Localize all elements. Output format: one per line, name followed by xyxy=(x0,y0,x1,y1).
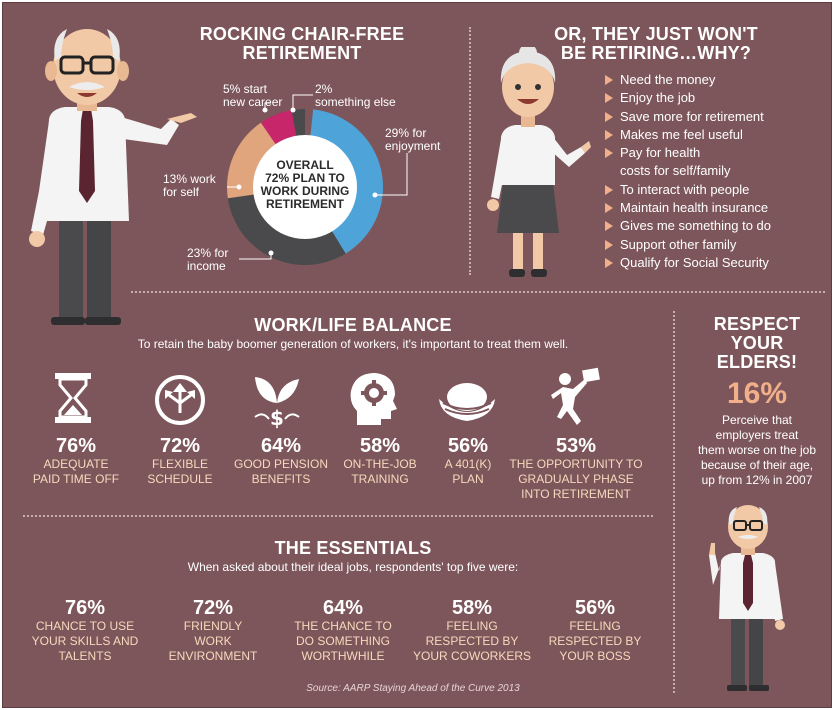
reason-item: Support other family xyxy=(605,236,825,254)
balance-desc: A 401(K) PLAN xyxy=(444,457,492,486)
balance-pct: 56% xyxy=(447,435,489,457)
respect-title: RESPECT YOUR ELDERS! xyxy=(713,314,801,372)
arrow-right-icon xyxy=(605,257,613,268)
old-woman-illustration xyxy=(487,47,591,277)
hourglass-icon xyxy=(55,373,91,423)
divider-vertical-right xyxy=(673,311,675,693)
retirement-donut-chart xyxy=(227,109,383,265)
label-new-career: 5% start new career xyxy=(223,82,283,109)
arrow-right-icon xyxy=(605,184,613,195)
balance-pct: 72% xyxy=(159,435,201,457)
money-plant-icon: $ xyxy=(254,377,300,430)
essential-pct: 72% xyxy=(192,597,234,619)
essential-desc: CHANCE TO USE YOUR SKILLS AND TALENTS xyxy=(31,619,139,663)
essential-stat-2: 72% FRIENDLY WORK ENVIRONMENT xyxy=(153,597,273,664)
essential-stat-5: 56% FEELING RESPECTED BY YOUR BOSS xyxy=(535,597,655,664)
balance-pct: 53% xyxy=(555,435,597,457)
reason-item: Makes me feel useful xyxy=(605,126,825,144)
donut-center xyxy=(253,135,357,239)
rocking-title: ROCKING CHAIR-FREE RETIREMENT xyxy=(199,24,405,63)
essential-desc: FEELING RESPECTED BY YOUR COWORKERS xyxy=(412,619,531,663)
balance-desc: GOOD PENSION BENEFITS xyxy=(233,457,328,486)
respect-pct: 16% xyxy=(726,377,788,410)
small-old-man-illustration xyxy=(709,505,785,691)
essential-pct: 58% xyxy=(451,597,493,619)
essential-pct: 64% xyxy=(322,597,364,619)
essential-stat-4: 58% FEELING RESPECTED BY YOUR COWORKERS xyxy=(407,597,537,664)
respect-text: Perceive that employers treat them worse… xyxy=(697,413,817,487)
balance-pct: 76% xyxy=(55,435,97,457)
jumping-person-icon xyxy=(551,367,600,425)
arrow-right-icon xyxy=(605,93,613,104)
balance-title: WORK/LIFE BALANCE xyxy=(254,315,452,335)
essential-stat-1: 76% CHANCE TO USE YOUR SKILLS AND TALENT… xyxy=(25,597,145,664)
balance-stat-6: 53% THE OPPORTUNITY TO GRADUALLY PHASE I… xyxy=(501,435,651,502)
not-retiring-title: OR, THEY JUST WON'T BE RETIRING…WHY? xyxy=(554,24,758,63)
donut-center-text: OVERALL 72% PLAN TO WORK DURING RETIREME… xyxy=(260,158,350,211)
arrow-right-icon xyxy=(605,111,613,122)
essentials-subtitle: When asked about their ideal jobs, respo… xyxy=(187,560,519,574)
reason-item: Pay for health xyxy=(605,144,825,162)
old-man-illustration xyxy=(29,29,197,325)
balance-subtitle: To retain the baby boomer generation of … xyxy=(137,337,569,351)
reason-item: Qualify for Social Security xyxy=(605,254,825,272)
arrow-right-icon xyxy=(605,75,613,85)
label-enjoyment: 29% for enjoyment xyxy=(385,126,441,153)
reason-item: Need the money xyxy=(605,71,825,89)
balance-pct: 58% xyxy=(359,435,401,457)
balance-pct: 64% xyxy=(260,435,302,457)
reasons-list: Need the money Enjoy the job Save more f… xyxy=(605,71,825,272)
head-gear-icon xyxy=(350,373,397,425)
donut-leader-lines xyxy=(227,94,408,260)
essential-stat-3: 64% THE CHANCE TO DO SOMETHING WORTHWHIL… xyxy=(281,597,405,664)
source-credit: Source: AARP Staying Ahead of the Curve … xyxy=(306,683,520,694)
balance-desc: ADEQUATE PAID TIME OFF xyxy=(32,457,120,486)
divider-horizontal-top xyxy=(131,291,825,293)
arrow-right-icon xyxy=(605,239,613,250)
svg-text:$: $ xyxy=(270,406,284,430)
balance-stat-1: 76% ADEQUATE PAID TIME OFF xyxy=(21,435,131,487)
divider-vertical-top xyxy=(469,27,471,275)
balance-stat-4: 58% ON-THE-JOB TRAINING xyxy=(325,435,435,487)
essentials-title: THE ESSENTIALS xyxy=(274,538,432,558)
nest-egg-icon xyxy=(439,383,495,421)
arrow-right-icon xyxy=(605,148,613,159)
arrow-right-icon xyxy=(605,129,613,140)
essential-desc: FRIENDLY WORK ENVIRONMENT xyxy=(168,619,258,663)
essential-desc: FEELING RESPECTED BY YOUR BOSS xyxy=(548,619,642,663)
divider-horizontal-middle xyxy=(23,515,653,517)
essential-pct: 56% xyxy=(574,597,616,619)
reason-item: Gives me something to do xyxy=(605,217,825,235)
balance-stat-5: 56% A 401(K) PLAN xyxy=(413,435,523,487)
reason-item: To interact with people xyxy=(605,181,825,199)
balance-desc: THE OPPORTUNITY TO GRADUALLY PHASE INTO … xyxy=(509,457,643,501)
label-work-for-self: 13% work for self xyxy=(163,172,216,199)
balance-desc: FLEXIBLE SCHEDULE xyxy=(147,457,213,486)
arrows-circle-icon xyxy=(155,375,205,425)
arrow-right-icon xyxy=(605,221,613,232)
reason-item: Save more for retirement xyxy=(605,108,825,126)
balance-stat-2: 72% FLEXIBLE SCHEDULE xyxy=(125,435,235,487)
reason-item: Maintain health insurance xyxy=(605,199,825,217)
arrow-right-icon xyxy=(605,203,613,214)
balance-desc: ON-THE-JOB TRAINING xyxy=(343,457,417,486)
reason-item-continued: costs for self/family xyxy=(620,163,731,179)
label-something-else: 2% something else xyxy=(315,82,396,109)
balance-stat-3: 64% GOOD PENSION BENEFITS xyxy=(223,435,339,487)
essential-pct: 76% xyxy=(64,597,106,619)
reason-item: Enjoy the job xyxy=(605,89,825,107)
essential-desc: THE CHANCE TO DO SOMETHING WORTHWHILE xyxy=(294,619,392,663)
label-income: 23% for income xyxy=(187,246,229,273)
